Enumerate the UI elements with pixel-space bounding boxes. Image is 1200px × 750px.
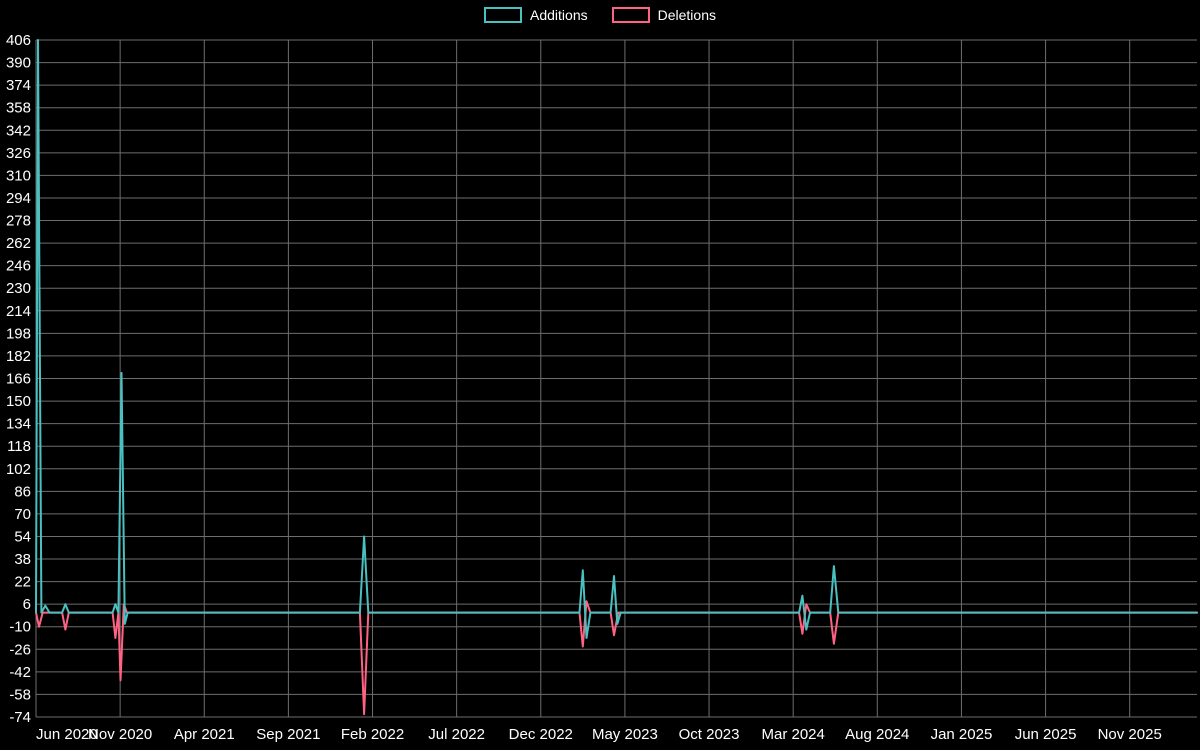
y-tick-label: 214 [6, 303, 31, 320]
x-tick-label: Apr 2021 [174, 726, 235, 743]
x-tick-label: Jul 2022 [428, 726, 485, 743]
x-tick-label: Feb 2022 [341, 726, 404, 743]
x-tick-label: Jun 2020 [36, 726, 98, 743]
y-tick-label: -74 [9, 709, 31, 726]
x-tick-label: Nov 2025 [1098, 726, 1162, 743]
y-tick-label: 166 [6, 371, 31, 388]
y-tick-label: -58 [9, 686, 31, 703]
x-tick-label: Jan 2025 [931, 726, 993, 743]
y-tick-label: 246 [6, 258, 31, 275]
y-tick-label: 134 [6, 416, 31, 433]
x-tick-label: Oct 2023 [679, 726, 740, 743]
y-tick-label: 54 [14, 528, 31, 545]
legend-item-additions[interactable]: Additions [484, 7, 588, 23]
y-tick-label: 182 [6, 348, 31, 365]
y-tick-label: 262 [6, 235, 31, 252]
y-tick-label: 198 [6, 325, 31, 342]
x-tick-label: Nov 2020 [88, 726, 152, 743]
y-tick-label: 38 [14, 551, 31, 568]
y-tick-label: 230 [6, 280, 31, 297]
series-line-additions [35, 39, 1198, 639]
y-tick-label: 294 [6, 190, 31, 207]
chart-legend: Additions Deletions [0, 7, 1200, 23]
y-tick-label: -10 [9, 619, 31, 636]
y-tick-label: 102 [6, 461, 31, 478]
legend-item-deletions[interactable]: Deletions [611, 7, 716, 23]
x-tick-label: Sep 2021 [256, 726, 320, 743]
deletions-swatch [611, 7, 650, 23]
legend-label-deletions: Deletions [657, 7, 716, 23]
y-tick-label: 22 [14, 574, 31, 591]
y-tick-label: 358 [6, 100, 31, 117]
y-tick-label: 278 [6, 213, 31, 230]
x-tick-label: Jun 2025 [1015, 726, 1077, 743]
additions-swatch [484, 7, 523, 23]
y-tick-label: 326 [6, 145, 31, 162]
x-tick-label: Dec 2022 [509, 726, 573, 743]
x-tick-label: May 2023 [592, 726, 658, 743]
y-tick-label: 310 [6, 167, 31, 184]
y-tick-label: 6 [23, 596, 31, 613]
y-tick-label: -42 [9, 664, 31, 681]
y-tick-label: 390 [6, 55, 31, 72]
x-tick-label: Mar 2024 [761, 726, 824, 743]
y-tick-label: 150 [6, 393, 31, 410]
y-tick-label: 118 [7, 438, 31, 455]
x-tick-label: Aug 2024 [845, 726, 909, 743]
y-tick-label: 70 [14, 506, 31, 523]
y-tick-label: 342 [6, 122, 31, 139]
y-tick-label: 406 [6, 32, 31, 49]
y-tick-label: 374 [6, 77, 31, 94]
y-tick-label: -26 [9, 641, 31, 658]
y-tick-label: 86 [14, 483, 31, 500]
legend-label-additions: Additions [530, 7, 588, 23]
